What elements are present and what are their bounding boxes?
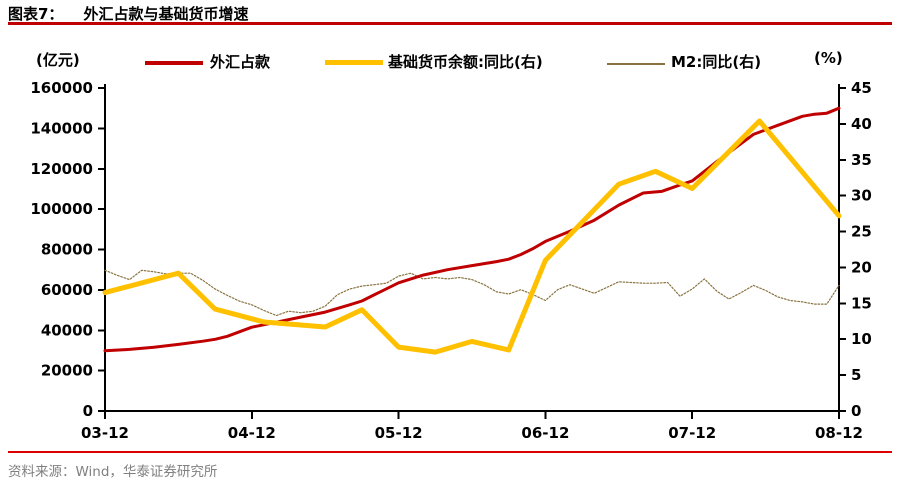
y-left-tick-label: 0: [83, 402, 93, 420]
base-money-legend-label: 基础货币余额:同比(右): [388, 53, 543, 71]
fx-holdings-legend-label: 外汇占款: [210, 53, 271, 71]
y-left-tick-label: 20000: [41, 362, 93, 380]
footer-divider: [8, 451, 892, 453]
left-axis-unit-label: (亿元): [36, 51, 80, 69]
figure-title: 外汇占款与基础货币增速: [83, 5, 249, 23]
y-left-tick-label: 120000: [30, 160, 93, 178]
x-tick-label: 08-12: [815, 424, 863, 442]
x-tick-label: 06-12: [521, 424, 569, 442]
y-right-tick-label: 35: [851, 151, 872, 169]
chart-canvas: 0 20000 40000 60000 80000 100000 120000 140000 1…: [30, 79, 872, 442]
m2-line: [104, 269, 840, 317]
right-axis-unit-label: (%): [814, 49, 843, 67]
m2-legend-swatch: [607, 63, 665, 65]
x-tick-label: 03-12: [81, 424, 129, 442]
figure-number-label: 图表7：: [8, 5, 64, 23]
y-right-tick-label: 5: [851, 366, 861, 384]
y-left-tick-label: 160000: [30, 79, 93, 97]
m2-legend-label: M2:同比(右): [671, 53, 762, 71]
y-right-tick-label: 15: [851, 294, 872, 312]
y-left-tick-label: 140000: [30, 119, 93, 137]
y-left-tick-label: 80000: [41, 241, 93, 259]
fx-holdings-legend-swatch: [145, 61, 203, 65]
y-right-tick-label: 40: [851, 115, 872, 133]
x-tick-label: 05-12: [375, 424, 423, 442]
y-right-tick-label: 45: [851, 79, 872, 97]
y-right-tick-label: 0: [851, 402, 861, 420]
x-tick-label: 07-12: [668, 424, 716, 442]
y-left-tick-label: 100000: [30, 200, 93, 218]
y-left-tick-label: 60000: [41, 281, 93, 299]
y-right-tick-label: 20: [851, 258, 872, 276]
y-right-tick-label: 25: [851, 223, 872, 241]
y-right-tick-label: 10: [851, 330, 872, 348]
figure-header: 图表7： 外汇占款与基础货币增速: [8, 3, 248, 24]
fx-holdings-line: [103, 106, 841, 353]
title-divider: [8, 22, 892, 25]
y-right-tick-label: 30: [851, 187, 872, 205]
base-money-legend-swatch: [325, 60, 383, 65]
base-money-line: [102, 118, 842, 355]
source-note: 资料来源：Wind，华泰证券研究所: [8, 464, 218, 480]
y-left-tick-label: 40000: [41, 321, 93, 339]
x-tick-label: 04-12: [228, 424, 276, 442]
